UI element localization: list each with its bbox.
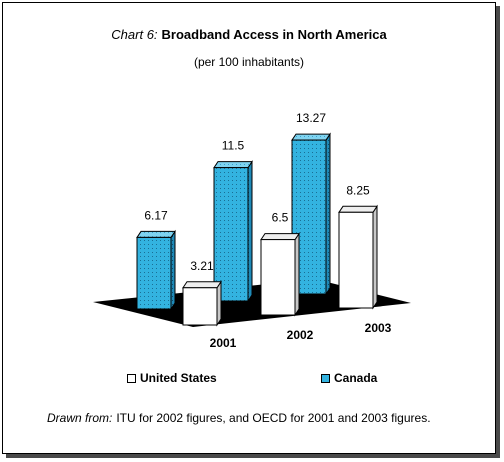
bar-us-2001-top <box>182 281 222 289</box>
bar-us-2001 <box>182 280 222 327</box>
bar-canada-2001-top <box>136 230 176 238</box>
legend-swatch-canada <box>321 373 330 383</box>
legend-swatch-united-states <box>127 373 136 383</box>
chart-plot: 6.17 11.5 13.27 3.21 6.5 8.25 2001 2002 2003 <box>93 111 411 350</box>
chart-frame: Chart 6: Broadband Access in North Americ… <box>2 2 496 454</box>
chart-title: Chart 6: Broadband Access in North Americ… <box>3 27 495 42</box>
bar-canada-2001-front <box>136 236 172 310</box>
bar-canada-2002-top <box>213 161 253 169</box>
bar-canada-2002 <box>213 159 253 303</box>
source-note-label: Drawn from: <box>47 411 113 425</box>
data-label-us-2003: 8.25 <box>346 183 370 197</box>
bar-us-2002-front <box>260 239 296 316</box>
category-label-2002: 2002 <box>287 328 314 342</box>
bar-canada-2002-front <box>213 167 249 302</box>
bar-canada-2002-side <box>247 159 253 303</box>
data-label-canada-2001: 6.17 <box>144 208 168 222</box>
bar-us-2003-top <box>338 205 378 213</box>
chart-title-prefix: Chart 6: <box>111 27 158 42</box>
bar-us-2003 <box>338 204 378 310</box>
legend-item-canada: Canada <box>321 371 377 385</box>
source-note: Drawn from: ITU for 2002 figures, and OEC… <box>47 411 431 425</box>
bar-canada-2003-side <box>325 132 331 296</box>
bar-us-2001-front <box>182 287 218 326</box>
chart-subtitle: (per 100 inhabitants) <box>193 55 305 69</box>
bar-us-2003-side <box>372 204 378 310</box>
bar-us-2001-side <box>216 280 222 327</box>
data-label-canada-2003: 13.27 <box>296 111 326 125</box>
data-label-canada-2002: 11.5 <box>222 139 245 153</box>
bar-canada-2001-side <box>170 229 176 311</box>
bar-canada-2001 <box>136 229 176 311</box>
legend-item-united-states: United States <box>127 371 217 385</box>
category-label-2003: 2003 <box>365 321 392 335</box>
bar-canada-2003-top <box>291 133 331 141</box>
bar-us-2003-front <box>338 211 374 309</box>
bar-us-2002-side <box>294 231 300 317</box>
chart-title-main: Broadband Access in North America <box>161 27 387 42</box>
source-note-text: ITU for 2002 figures, and OECD for 2001 … <box>116 411 431 425</box>
chart-floor <box>93 279 411 327</box>
category-label-2001: 2001 <box>210 336 237 350</box>
data-label-us-2001: 3.21 <box>190 259 214 273</box>
data-label-us-2002: 6.5 <box>272 211 289 225</box>
legend-label-united-states: United States <box>140 371 217 385</box>
bar-us-2002 <box>260 231 300 317</box>
legend-label-canada: Canada <box>334 371 378 385</box>
bar-us-2002-top <box>260 233 300 241</box>
